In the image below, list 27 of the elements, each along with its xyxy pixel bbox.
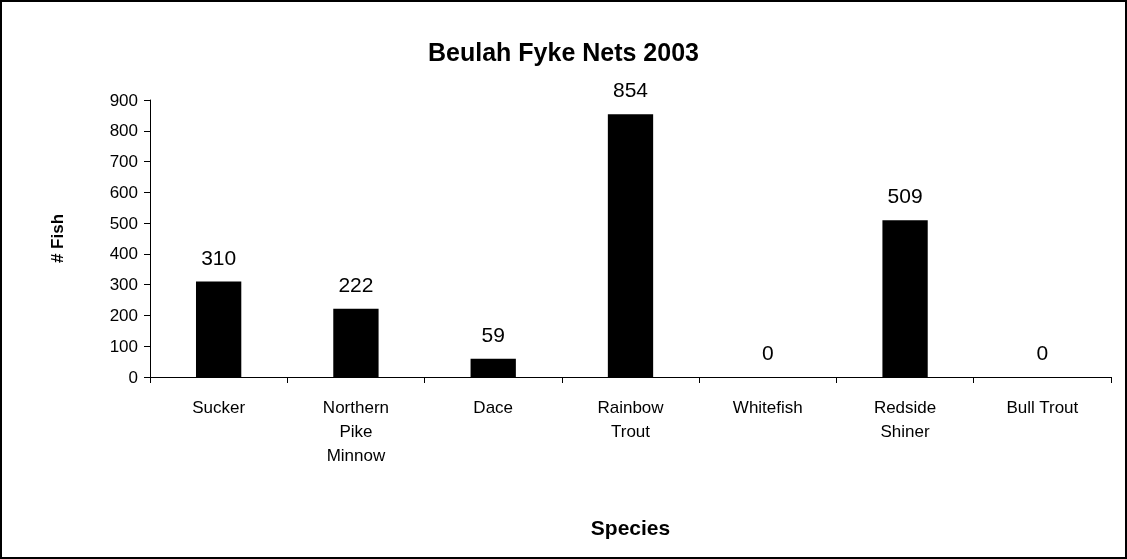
data-label: 509 xyxy=(887,184,923,208)
y-tick-label: 500 xyxy=(109,213,138,233)
y-tick-label: 400 xyxy=(109,244,138,264)
y-tick-label: 800 xyxy=(109,121,138,141)
x-tick-label: Northern Pike Minnow xyxy=(322,397,389,465)
x-tick-label: Sucker xyxy=(192,397,246,417)
x-tick-label: Whitefish xyxy=(732,397,803,417)
data-label: 222 xyxy=(338,272,374,296)
y-tick-label: 600 xyxy=(109,182,138,202)
x-tick-label: Rainbow Trout xyxy=(597,397,665,441)
data-label: 0 xyxy=(761,341,774,364)
y-tick-label: 300 xyxy=(109,275,138,295)
x-tick-label: Redside Shiner xyxy=(873,397,937,441)
data-label: 854 xyxy=(612,78,649,102)
y-tick-label: 700 xyxy=(109,152,138,172)
x-tick-label: Bull Trout xyxy=(1006,397,1079,417)
data-label: 59 xyxy=(481,322,505,346)
x-axis-title: Species xyxy=(590,516,671,539)
y-axis-title: # Fish xyxy=(48,213,67,264)
chart-title: Beulah Fyke Nets 2003 xyxy=(428,37,699,66)
data-label: 0 xyxy=(1036,341,1049,364)
y-tick-label: 200 xyxy=(109,305,138,325)
data-label: 310 xyxy=(201,245,237,269)
y-tick-label: 900 xyxy=(109,90,138,110)
x-tick-label: Dace xyxy=(473,397,514,417)
y-tick-label: 0 xyxy=(128,367,138,387)
y-tick-label: 100 xyxy=(109,336,138,356)
